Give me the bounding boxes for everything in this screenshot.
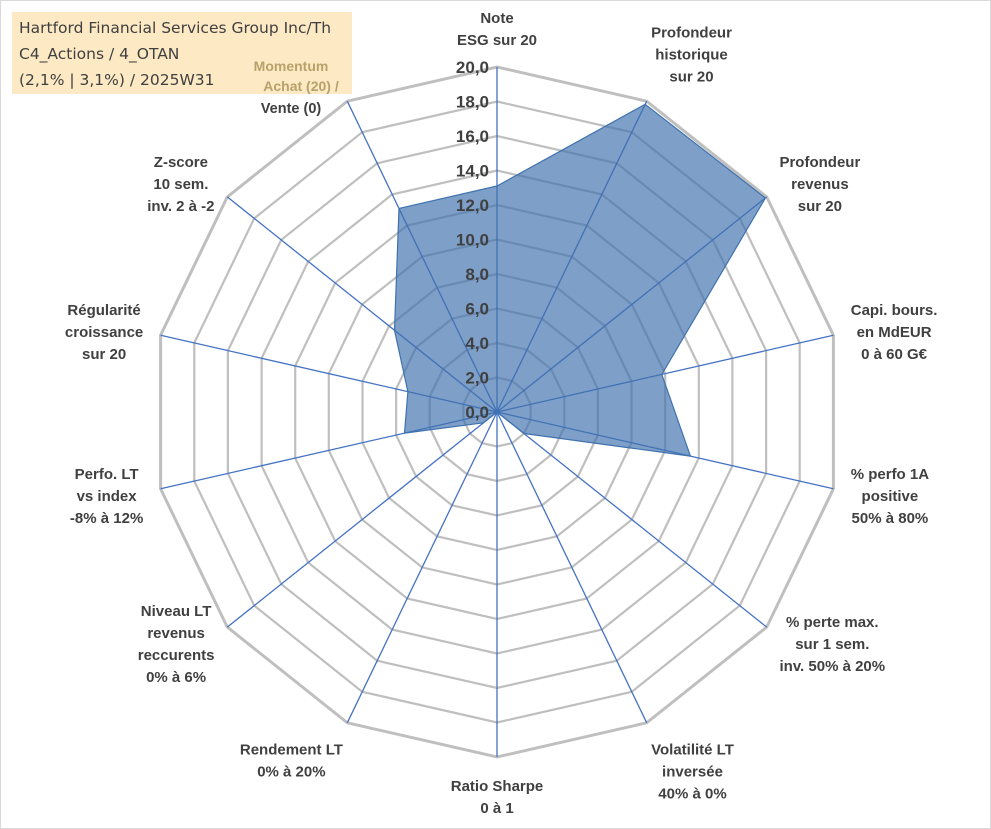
axis-label: Rendement LT — [240, 742, 343, 759]
series-area — [393, 103, 767, 457]
axis-label: Régularité — [67, 302, 140, 319]
axis-label: vs index — [77, 488, 138, 505]
momentum-label-line3: Vente (0) — [260, 101, 322, 117]
chart-title-box: Hartford Financial Services Group Inc/Th… — [12, 12, 352, 94]
axis-label: sur 20 — [798, 198, 842, 215]
axis-label: sur 1 sem. — [795, 636, 869, 653]
axis-label: % perfo 1A — [851, 466, 930, 483]
axis-spoke — [226, 411, 498, 628]
axis-label: 0 à 60 G€ — [861, 346, 928, 363]
axis-label: en MdEUR — [857, 324, 932, 341]
axis-label: inv. 2 à -2 — [147, 198, 214, 215]
axis-label: sur 20 — [82, 346, 126, 363]
axis-label: revenus — [147, 625, 205, 642]
momentum-label-line1: Momentum — [253, 58, 329, 74]
axis-label: Note — [480, 10, 513, 27]
axis-label: ESG sur 20 — [457, 32, 537, 49]
axis-label: Profondeur — [651, 25, 732, 42]
axis-label: Profondeur — [779, 154, 860, 171]
axis-label: Ratio Sharpe — [451, 778, 544, 795]
axis-label: Niveau LT — [141, 603, 212, 620]
tick-label: 2,0 — [465, 369, 489, 388]
tick-label: 10,0 — [456, 231, 489, 250]
portfolio-code: C4_Actions / 4_OTAN — [19, 45, 180, 63]
tick-label: 14,0 — [456, 162, 489, 181]
axis-label: reccurents — [138, 647, 215, 664]
axis-label: 50% à 80% — [852, 510, 929, 527]
axis-label: Capi. bours. — [851, 302, 938, 319]
axis-label: Volatilité LT — [651, 742, 734, 759]
axis-label: revenus — [791, 176, 849, 193]
axis-spoke — [496, 411, 648, 724]
axis-label: 0% à 20% — [257, 764, 325, 781]
axis-label: historique — [655, 47, 728, 64]
axis-label: -8% à 12% — [70, 510, 143, 527]
momentum-label-line2: Achat (20) / — [263, 78, 339, 94]
tick-label: 6,0 — [465, 300, 489, 319]
axis-spoke — [496, 411, 768, 628]
company-name: Hartford Financial Services Group Inc/Th — [19, 19, 332, 37]
axis-label: Perfo. LT — [75, 466, 139, 483]
axis-label: croissance — [65, 324, 143, 341]
axis-label: % perte max. — [786, 614, 879, 631]
axis-label: 0% à 6% — [146, 669, 206, 686]
axis-label: positive — [862, 488, 919, 505]
axis-label: inversée — [662, 764, 723, 781]
tick-label: 8,0 — [465, 265, 489, 284]
tick-label: 12,0 — [456, 196, 489, 215]
tick-label: 0,0 — [465, 403, 489, 422]
axis-labels: Note ESG sur 20 Profondeur historique sur 20… — [65, 10, 938, 817]
weights-and-week: (2,1% | 3,1%) / 2025W31 — [19, 71, 215, 89]
radial-tick-labels: 0,0 2,0 4,0 6,0 8,0 10,0 12,0 14,0 16,0 18,0 20,0 — [456, 58, 489, 422]
tick-label: 18,0 — [456, 93, 489, 112]
axis-label: inv. 50% à 20% — [779, 658, 885, 675]
axis-spoke — [346, 411, 498, 724]
radar-series — [393, 103, 767, 457]
axis-label: 0 à 1 — [480, 800, 513, 817]
tick-label: 16,0 — [456, 127, 489, 146]
tick-label: 20,0 — [456, 58, 489, 77]
axis-label: 10 sem. — [153, 176, 208, 193]
tick-label: 4,0 — [465, 334, 489, 353]
axis-label: sur 20 — [669, 69, 713, 86]
axis-label: 40% à 0% — [658, 786, 726, 803]
axis-label: Z-score — [154, 154, 208, 171]
